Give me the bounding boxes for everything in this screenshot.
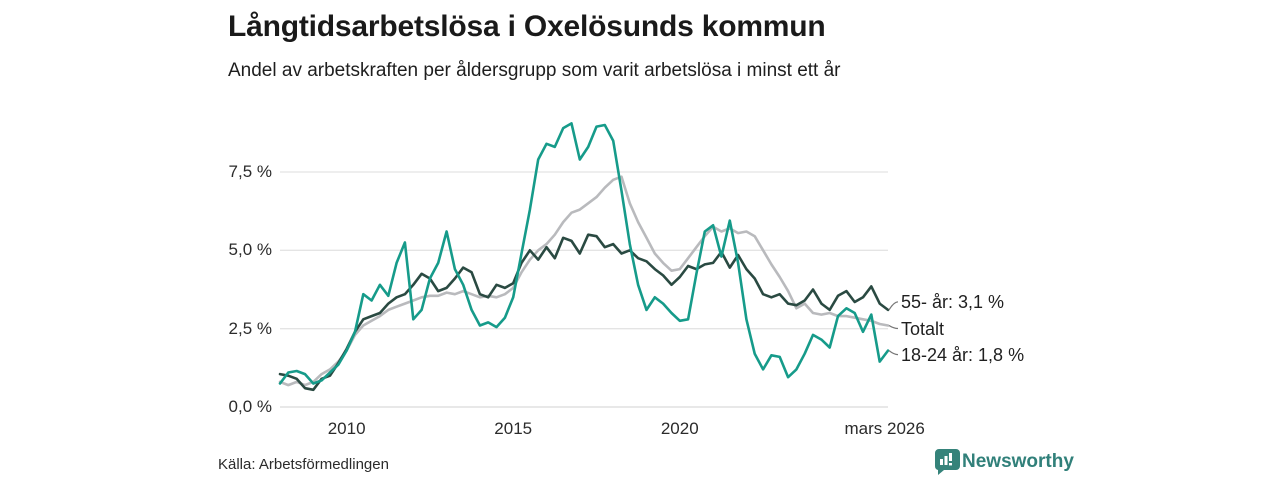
series-line-18-24r [278, 122, 890, 385]
newsworthy-logo-icon [934, 449, 960, 475]
y-axis-tick-label: 2,5 % [228, 318, 272, 338]
series-line-Totalt [278, 175, 890, 387]
x-axis-tick-label: 2010 [327, 419, 366, 438]
series-end-label: 55- år: 3,1 % [901, 291, 1005, 312]
x-axis-tick-label: 2020 [660, 419, 699, 438]
newsworthy-logo-text: Newsworthy [962, 451, 1074, 472]
end-label-connector [888, 301, 899, 311]
end-label-connector [888, 350, 899, 356]
series-end-label: 18-24 år: 1,8 % [901, 344, 1025, 365]
series-line-55-r [278, 233, 890, 392]
y-axis-tick-label: 0,0 % [228, 397, 272, 416]
y-axis-tick-label: 7,5 % [228, 162, 272, 181]
page-title: Långtidsarbetslösa i Oxelösunds kommun [228, 10, 826, 43]
end-label-connector [888, 324, 899, 330]
x-axis-tick-label: mars 2026 [844, 419, 925, 438]
source-note: Källa: Arbetsförmedlingen [218, 456, 389, 473]
chart-subtitle: Andel av arbetskraften per åldersgrupp s… [228, 60, 841, 81]
series-end-label: Totalt [901, 318, 945, 339]
x-axis-tick-label: 2015 [494, 419, 533, 438]
y-axis-tick-label: 5,0 % [228, 240, 272, 260]
